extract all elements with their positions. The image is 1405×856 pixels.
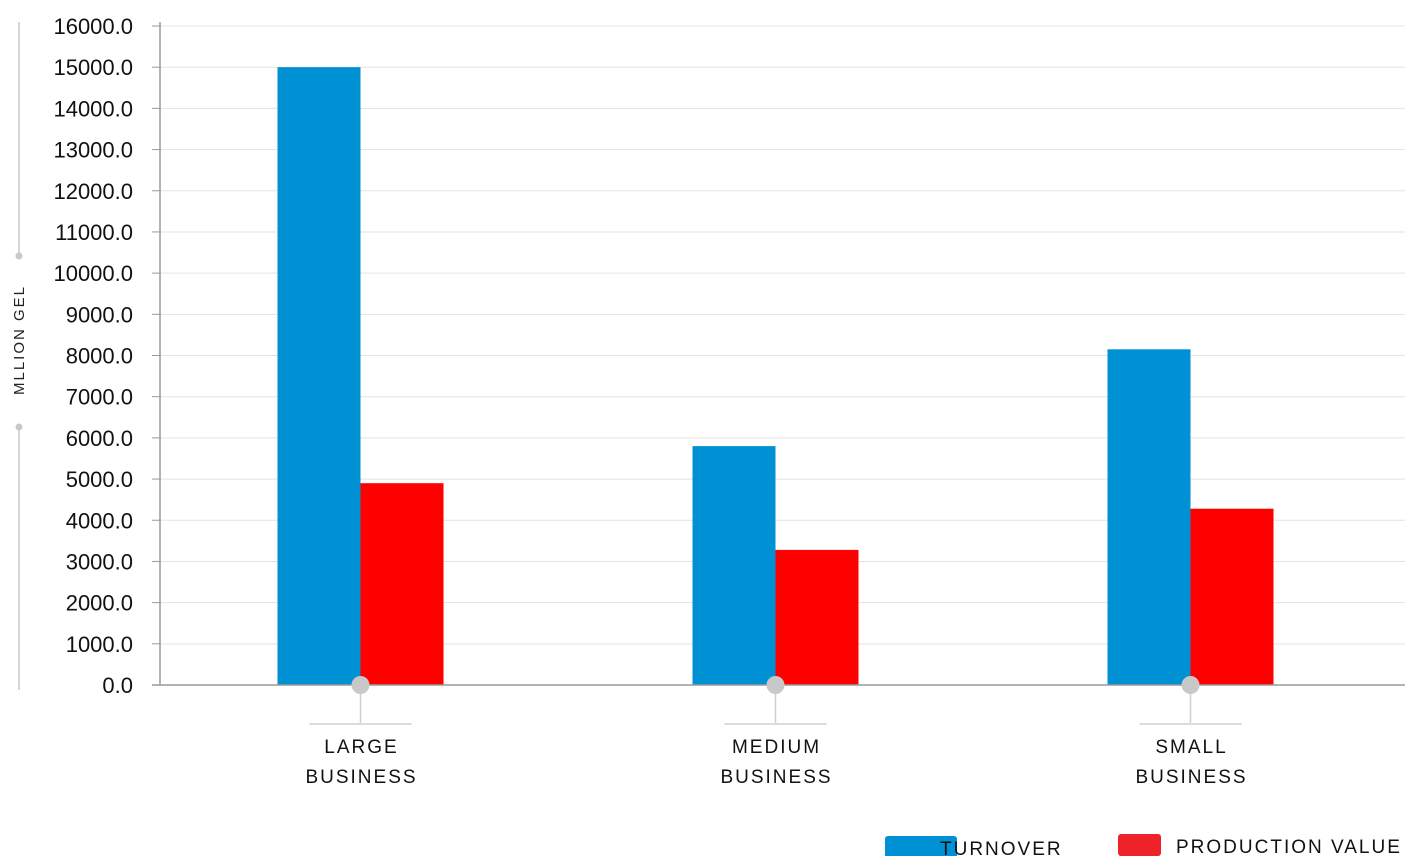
legend-swatch-production-value: [1118, 834, 1161, 856]
y-axis-title-group: MLLION GEL: [11, 22, 28, 690]
legend-label-turnover: TURNOVER: [940, 839, 1063, 856]
x-tick-label: BUSINESS: [305, 767, 417, 788]
y-axis-title: MLLION GEL: [11, 285, 28, 395]
y-tick-label: 6000.0: [66, 426, 133, 451]
legend-swatch-turnover: [885, 836, 957, 856]
y-tick-label: 3000.0: [66, 549, 133, 574]
bar-production-value: [360, 483, 444, 685]
y-tick-labels: 0.0 1000.0 2000.0 3000.0 4000.0 5000.0 6000.0 7…: [53, 14, 133, 698]
y-tick-label: 9000.0: [66, 302, 133, 327]
y-tick-label: 5000.0: [66, 467, 133, 492]
y-axis-title-dot-bottom: [15, 423, 23, 431]
bar-turnover: [692, 446, 776, 685]
bar-turnover: [277, 67, 361, 685]
category-marker-dot: [351, 676, 370, 694]
x-tick-label: BUSINESS: [1135, 767, 1247, 788]
x-tick-label: MEDIUM: [732, 737, 821, 758]
y-axis-title-dot-top: [15, 252, 23, 260]
x-tick-labels: LARGE BUSINESS MEDIUM BUSINESS SMALL BUSINESS: [305, 737, 1247, 788]
y-tick-label: 13000.0: [53, 138, 133, 163]
y-tick-label: 1000.0: [66, 632, 133, 657]
category-marker-dot: [1181, 676, 1200, 694]
y-tick-label: 4000.0: [66, 508, 133, 533]
y-tick-label: 2000.0: [66, 591, 133, 616]
y-tick-label: 7000.0: [66, 385, 133, 410]
gridlines: [160, 25, 1405, 645]
y-tick-label: 8000.0: [66, 344, 133, 369]
y-tick-label: 10000.0: [53, 261, 133, 286]
bar-turnover: [1107, 349, 1191, 685]
x-tick-label: SMALL: [1155, 737, 1227, 758]
x-tick-label: BUSINESS: [720, 767, 832, 788]
legend-label-production-value: PRODUCTION VALUE: [1176, 837, 1402, 856]
y-tick-label: 12000.0: [53, 179, 133, 204]
x-tick-label: LARGE: [324, 737, 398, 758]
bars: [277, 67, 1274, 685]
bar-production-value: [1190, 508, 1274, 685]
category-marker-dot: [766, 676, 785, 694]
bar-production-value: [775, 549, 859, 685]
y-tick-label: 16000.0: [53, 14, 133, 39]
y-tick-label: 15000.0: [53, 55, 133, 80]
y-tick-label: 14000.0: [53, 96, 133, 121]
legend: TURNOVER PRODUCTION VALUE: [885, 834, 1402, 856]
axes: [152, 22, 1405, 725]
y-tick-label: 0.0: [102, 673, 133, 698]
y-tick-label: 11000.0: [55, 220, 133, 245]
